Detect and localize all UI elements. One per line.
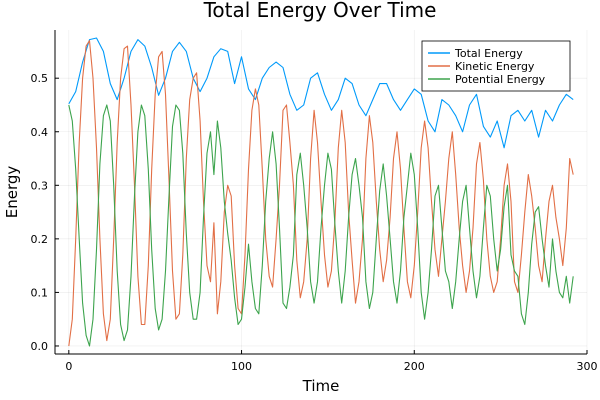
legend-label-kinetic-energy: Kinetic Energy [455,60,535,73]
y-tick-label: 0.4 [31,126,49,139]
y-tick-label: 0.3 [31,179,49,192]
series-line-potential-energy [68,104,574,347]
y-tick-label: 0.5 [31,72,49,85]
y-axis-label: Energy [3,166,21,219]
y-tick-label: 0.2 [31,233,49,246]
ticks: 0 100 200 300 0.0 0.1 0.2 0.3 0.4 0.5 [31,72,598,373]
series-group [68,37,574,347]
legend: Total Energy Kinetic Energy Potential En… [421,40,571,92]
chart-title: Total Energy Over Time [203,0,437,22]
series-line-total-energy [68,37,574,149]
legend-label-potential-energy: Potential Energy [455,73,546,86]
y-tick-label: 0.0 [31,340,49,353]
x-tick-label: 200 [404,360,425,373]
legend-label-total-energy: Total Energy [454,47,523,60]
x-axis-label: Time [302,377,340,395]
x-tick-label: 300 [577,360,598,373]
y-tick-label: 0.1 [31,286,49,299]
x-tick-label: 0 [65,360,72,373]
series-line-kinetic-energy [68,40,574,347]
x-tick-label: 100 [231,360,252,373]
